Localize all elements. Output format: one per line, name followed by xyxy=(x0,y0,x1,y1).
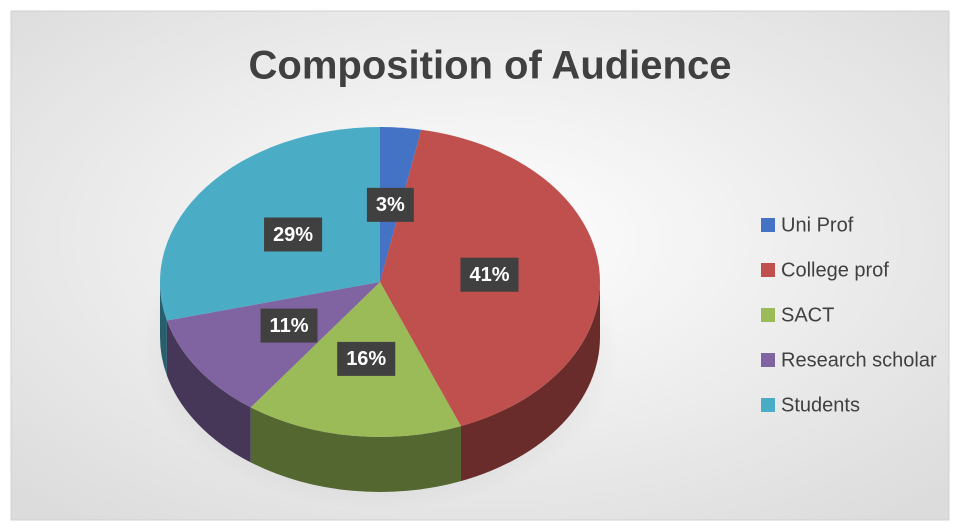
data-label-text: 41% xyxy=(469,264,509,286)
legend-label: College prof xyxy=(781,259,889,281)
legend-swatch xyxy=(761,398,775,412)
data-label-box xyxy=(337,341,396,376)
pie-slice xyxy=(166,282,380,408)
legend-label: SACT xyxy=(781,304,834,326)
data-label-box xyxy=(460,257,519,292)
legend-label: Students xyxy=(781,394,860,416)
legend-swatch xyxy=(761,353,775,367)
data-label-box xyxy=(366,187,414,222)
data-label: 41% xyxy=(460,257,519,292)
data-label-text: 11% xyxy=(270,315,309,337)
data-label-text: 16% xyxy=(346,348,386,370)
data-label-text: 29% xyxy=(273,224,313,246)
legend-label: Uni Prof xyxy=(781,214,854,236)
chart-title: Composition of Audience xyxy=(249,44,732,88)
legend-label: Research scholar xyxy=(781,349,937,371)
data-label-box xyxy=(264,217,323,252)
pie-side xyxy=(160,282,167,376)
pie-side xyxy=(460,282,600,482)
pie-side xyxy=(166,320,251,463)
data-label-text: 3% xyxy=(376,194,405,216)
data-label: 3% xyxy=(366,187,414,222)
legend-swatch xyxy=(761,263,775,277)
data-label: 11% xyxy=(260,308,318,343)
data-label-box xyxy=(260,308,318,343)
data-label: 16% xyxy=(337,341,396,376)
legend-swatch xyxy=(761,218,775,232)
legend-swatch xyxy=(761,308,775,322)
data-label: 29% xyxy=(264,217,323,252)
pie-side xyxy=(250,407,461,493)
